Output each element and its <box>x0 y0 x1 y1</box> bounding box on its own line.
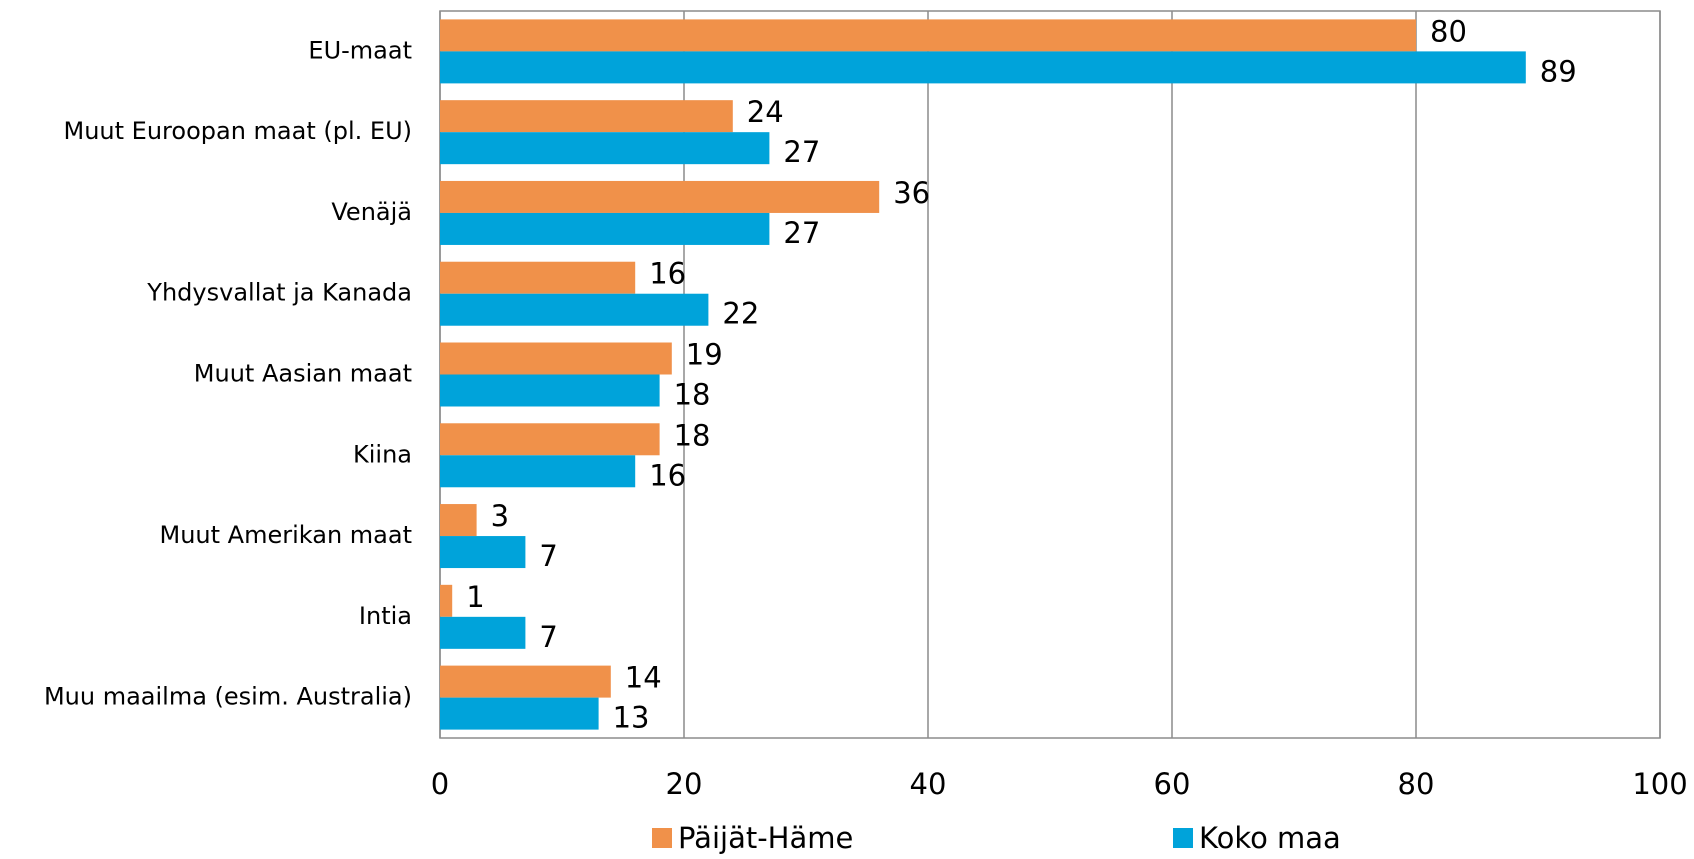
data-label: 3 <box>491 499 509 533</box>
y-tick-label: Intia <box>359 602 412 630</box>
bar <box>440 584 453 617</box>
bar <box>440 180 880 213</box>
y-tick-label: EU-maat <box>308 36 412 64</box>
x-tick-label: 40 <box>910 767 947 801</box>
x-tick-label: 100 <box>1632 767 1687 801</box>
bar <box>440 100 733 133</box>
legend-swatch <box>652 828 672 848</box>
legend-swatch <box>1173 828 1193 848</box>
bar <box>440 293 709 326</box>
y-tick-label: Muut Aasian maat <box>194 360 412 388</box>
data-label: 18 <box>674 378 711 412</box>
bar <box>440 665 611 698</box>
data-label: 89 <box>1540 54 1577 88</box>
y-tick-label: Muut Amerikan maat <box>160 521 413 549</box>
bar <box>440 536 526 569</box>
bar <box>440 51 1526 84</box>
bar <box>440 616 526 649</box>
bar <box>440 212 770 245</box>
x-tick-label: 60 <box>1154 767 1191 801</box>
data-label: 22 <box>722 297 759 331</box>
data-label: 16 <box>649 257 686 291</box>
legend-label: Koko maa <box>1199 821 1341 855</box>
bar <box>440 504 477 537</box>
data-label: 16 <box>649 458 686 492</box>
y-tick-label: Yhdysvallat ja Kanada <box>146 279 412 307</box>
y-tick-label: Muu maailma (esim. Australia) <box>44 683 412 711</box>
data-label: 7 <box>539 539 557 573</box>
x-tick-label: 20 <box>666 767 703 801</box>
data-label: 24 <box>747 95 784 129</box>
data-label: 27 <box>783 135 820 169</box>
data-label: 19 <box>686 338 723 372</box>
bar <box>440 423 660 456</box>
bar <box>440 342 672 375</box>
y-tick-label: Muut Euroopan maat (pl. EU) <box>64 117 412 145</box>
y-tick-label: Venäjä <box>331 198 412 226</box>
data-label: 14 <box>625 661 662 695</box>
bar <box>440 697 599 730</box>
data-label: 27 <box>783 216 820 250</box>
x-tick-label: 0 <box>431 767 449 801</box>
x-tick-label: 80 <box>1398 767 1435 801</box>
bar <box>440 261 636 294</box>
data-label: 18 <box>674 418 711 452</box>
bar <box>440 374 660 407</box>
bar <box>440 455 636 488</box>
y-tick-label: Kiina <box>353 440 412 468</box>
data-label: 1 <box>466 580 484 614</box>
bar <box>440 132 770 165</box>
legend-label: Päijät-Häme <box>678 821 853 855</box>
data-label: 36 <box>893 176 930 210</box>
data-label: 80 <box>1430 14 1467 48</box>
data-label: 7 <box>539 620 557 654</box>
bar <box>440 19 1416 52</box>
data-label: 13 <box>613 701 650 735</box>
